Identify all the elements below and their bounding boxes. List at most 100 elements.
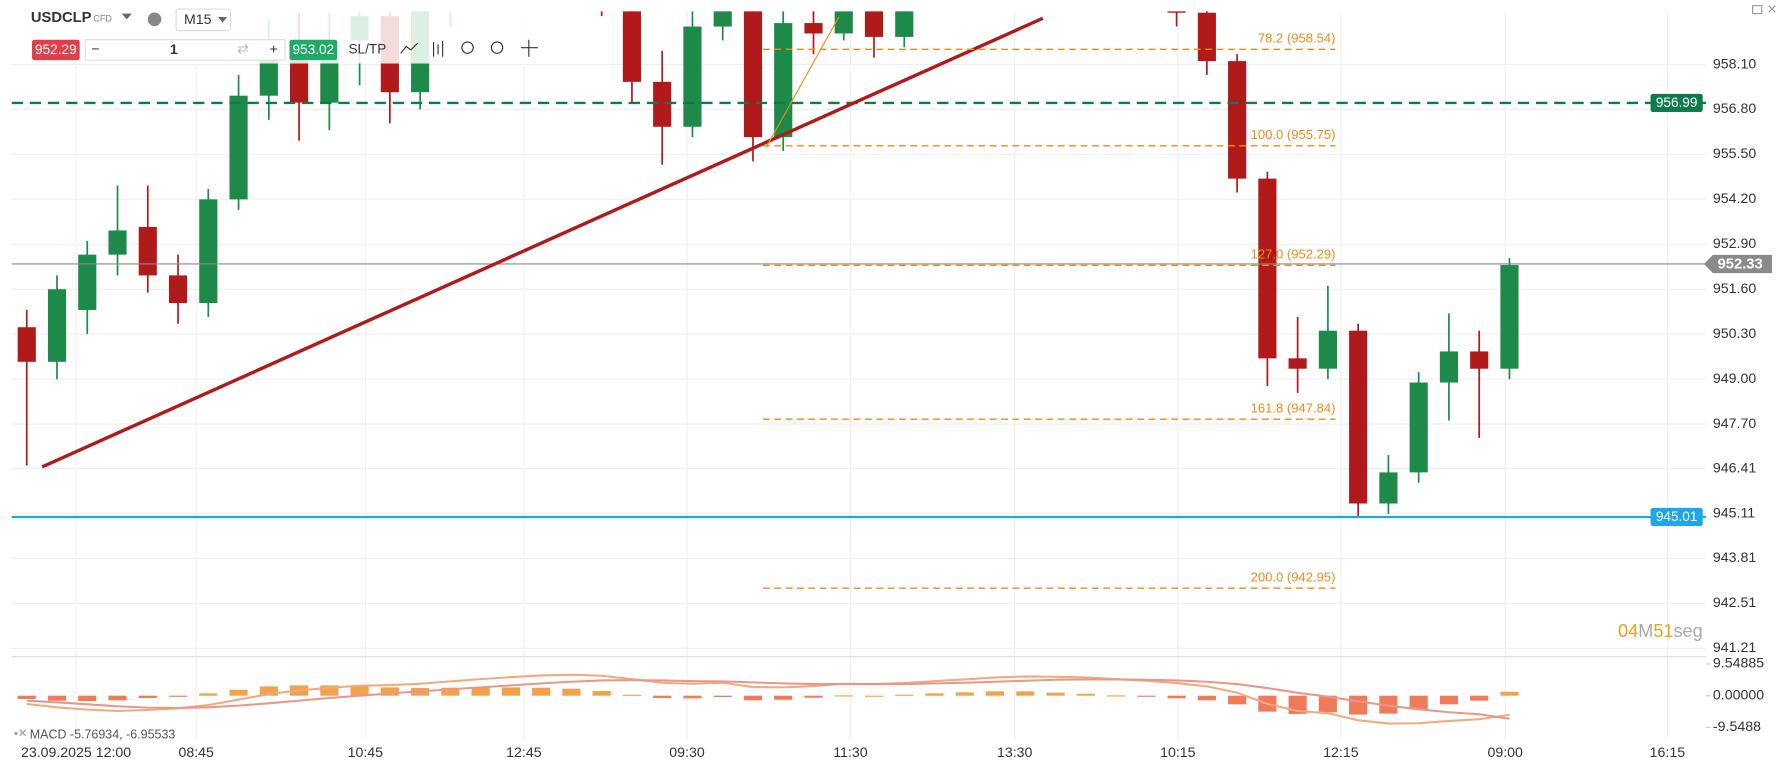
macd-histogram-bar — [1439, 695, 1459, 705]
timeframe[interactable]: M15 — [184, 12, 212, 28]
macd-tick-label: 9.54885 — [1713, 656, 1764, 672]
macd-histogram-bar — [108, 695, 127, 701]
x-tick-label: 08:45 — [178, 745, 214, 761]
pan-tool[interactable] — [520, 39, 538, 57]
macd-panel — [17, 673, 1519, 725]
candle-body — [1197, 12, 1216, 62]
info-icon[interactable] — [147, 12, 162, 27]
macd-histogram-bar — [713, 695, 732, 698]
quantity-box[interactable] — [84, 39, 286, 61]
y-tick-label: 954.20 — [1713, 191, 1756, 207]
macd-histogram-bar — [350, 685, 369, 696]
fib-label: 127.0 (952.29) — [1251, 247, 1336, 262]
buy-price[interactable]: 953.02 — [292, 42, 334, 57]
instrument-type: CFD — [93, 14, 112, 24]
macd-histogram-bar — [804, 695, 823, 698]
window-restore[interactable] — [1752, 5, 1763, 15]
macd-histogram-bar — [1470, 695, 1489, 701]
y-tick-label: 951.60 — [1713, 281, 1756, 297]
window-close[interactable]: ✕ — [1767, 3, 1777, 17]
candle-body — [1167, 11, 1186, 13]
macd-histogram-bar — [168, 695, 188, 697]
buy-box[interactable] — [289, 39, 338, 61]
candle-body — [290, 54, 309, 103]
symbol-dropdown[interactable] — [121, 13, 132, 20]
zoom-out[interactable] — [461, 41, 474, 54]
quantity[interactable]: 1 — [170, 42, 178, 58]
price-tag-label: 956.99 — [1656, 95, 1698, 110]
candle-body — [1288, 358, 1307, 369]
macd-tick-label: 0.00000 — [1713, 687, 1764, 703]
macd-histogram-bar — [1107, 695, 1126, 697]
candle-body — [199, 199, 218, 304]
sell-price[interactable]: 952.29 — [35, 42, 77, 57]
candle-body — [593, 0, 611, 6]
minus[interactable]: − — [91, 42, 99, 58]
x-tick-label: 10:15 — [1160, 745, 1196, 761]
candle-body — [229, 95, 248, 200]
price-tag — [1650, 507, 1703, 527]
y-tick-label: 950.30 — [1713, 326, 1756, 342]
x-tick-label: 16:15 — [1650, 745, 1686, 761]
x-tick-label: 12:45 — [506, 745, 542, 761]
macd-tick-label: -9.5488 — [1713, 719, 1761, 735]
sell-box[interactable] — [32, 39, 80, 61]
candle-body — [138, 227, 157, 276]
x-tick-label: 13:30 — [997, 745, 1033, 761]
macd-histogram-bar — [743, 695, 763, 701]
x-tick-label: 12:15 — [1323, 745, 1359, 761]
macd-histogram-bar — [895, 694, 914, 696]
y-tick-label: 952.90 — [1713, 236, 1756, 252]
plus[interactable]: + — [269, 42, 277, 58]
y-tick-label: 942.51 — [1713, 595, 1756, 611]
candle-body — [622, 11, 642, 82]
swap-icon[interactable]: ⇄ — [237, 42, 249, 58]
macd-histogram-bar — [199, 693, 218, 696]
macd-line — [26, 678, 1510, 720]
x-tick-label: 23.09.2025 12:00 — [21, 745, 131, 761]
candle-body — [834, 11, 853, 34]
fib-label: 161.8 (947.84) — [1251, 400, 1336, 415]
candle-body — [17, 327, 36, 362]
timeframe-dropdown — [218, 17, 228, 23]
fib-label: 78.2 (958.54) — [1258, 31, 1336, 46]
y-tick-label: 947.70 — [1713, 416, 1756, 432]
macd-histogram-bar — [653, 695, 672, 699]
macd-histogram-bar — [683, 695, 702, 699]
candle-body — [1409, 382, 1428, 473]
candle-tool[interactable] — [432, 40, 444, 57]
y-tick-label: 943.81 — [1713, 550, 1756, 566]
sltp[interactable]: SL/TP — [348, 41, 386, 56]
candle-body — [1318, 330, 1337, 369]
macd-histogram-bar — [17, 695, 36, 700]
macd-histogram-bar — [1349, 695, 1368, 715]
macd-histogram-bar — [1500, 691, 1519, 696]
candle-body — [895, 11, 914, 37]
macd-histogram-bar — [1167, 695, 1186, 699]
macd-histogram-bar — [380, 687, 399, 696]
countdown-minutes: 04 — [1618, 621, 1638, 641]
macd-histogram-bar — [532, 687, 551, 696]
line-tool[interactable] — [400, 42, 419, 54]
macd-histogram-bar — [471, 687, 490, 696]
y-tick-label: 941.21 — [1713, 640, 1756, 656]
y-tick-label: 949.00 — [1713, 371, 1756, 387]
macd-histogram-bar — [1228, 695, 1247, 705]
countdown-seconds-unit: seg — [1674, 621, 1703, 641]
symbol[interactable]: USDCLP — [31, 10, 92, 26]
candle-body — [1379, 472, 1398, 504]
macd-histogram-bar — [1076, 693, 1095, 696]
candle-body — [78, 254, 97, 310]
fib-label: 100.0 (955.75) — [1251, 127, 1336, 142]
macd-histogram-bar — [1409, 695, 1428, 710]
macd-histogram-bar — [138, 695, 157, 699]
zoom-in[interactable] — [490, 41, 504, 54]
timeframe-box[interactable] — [175, 8, 232, 32]
countdown-seconds: 51 — [1653, 621, 1673, 641]
candle-body — [774, 23, 793, 138]
trendline — [41, 16, 1044, 469]
x-tick-label: 09:00 — [1487, 745, 1523, 761]
x-tick-label: 11:30 — [833, 745, 868, 761]
candle-body — [1439, 351, 1459, 383]
